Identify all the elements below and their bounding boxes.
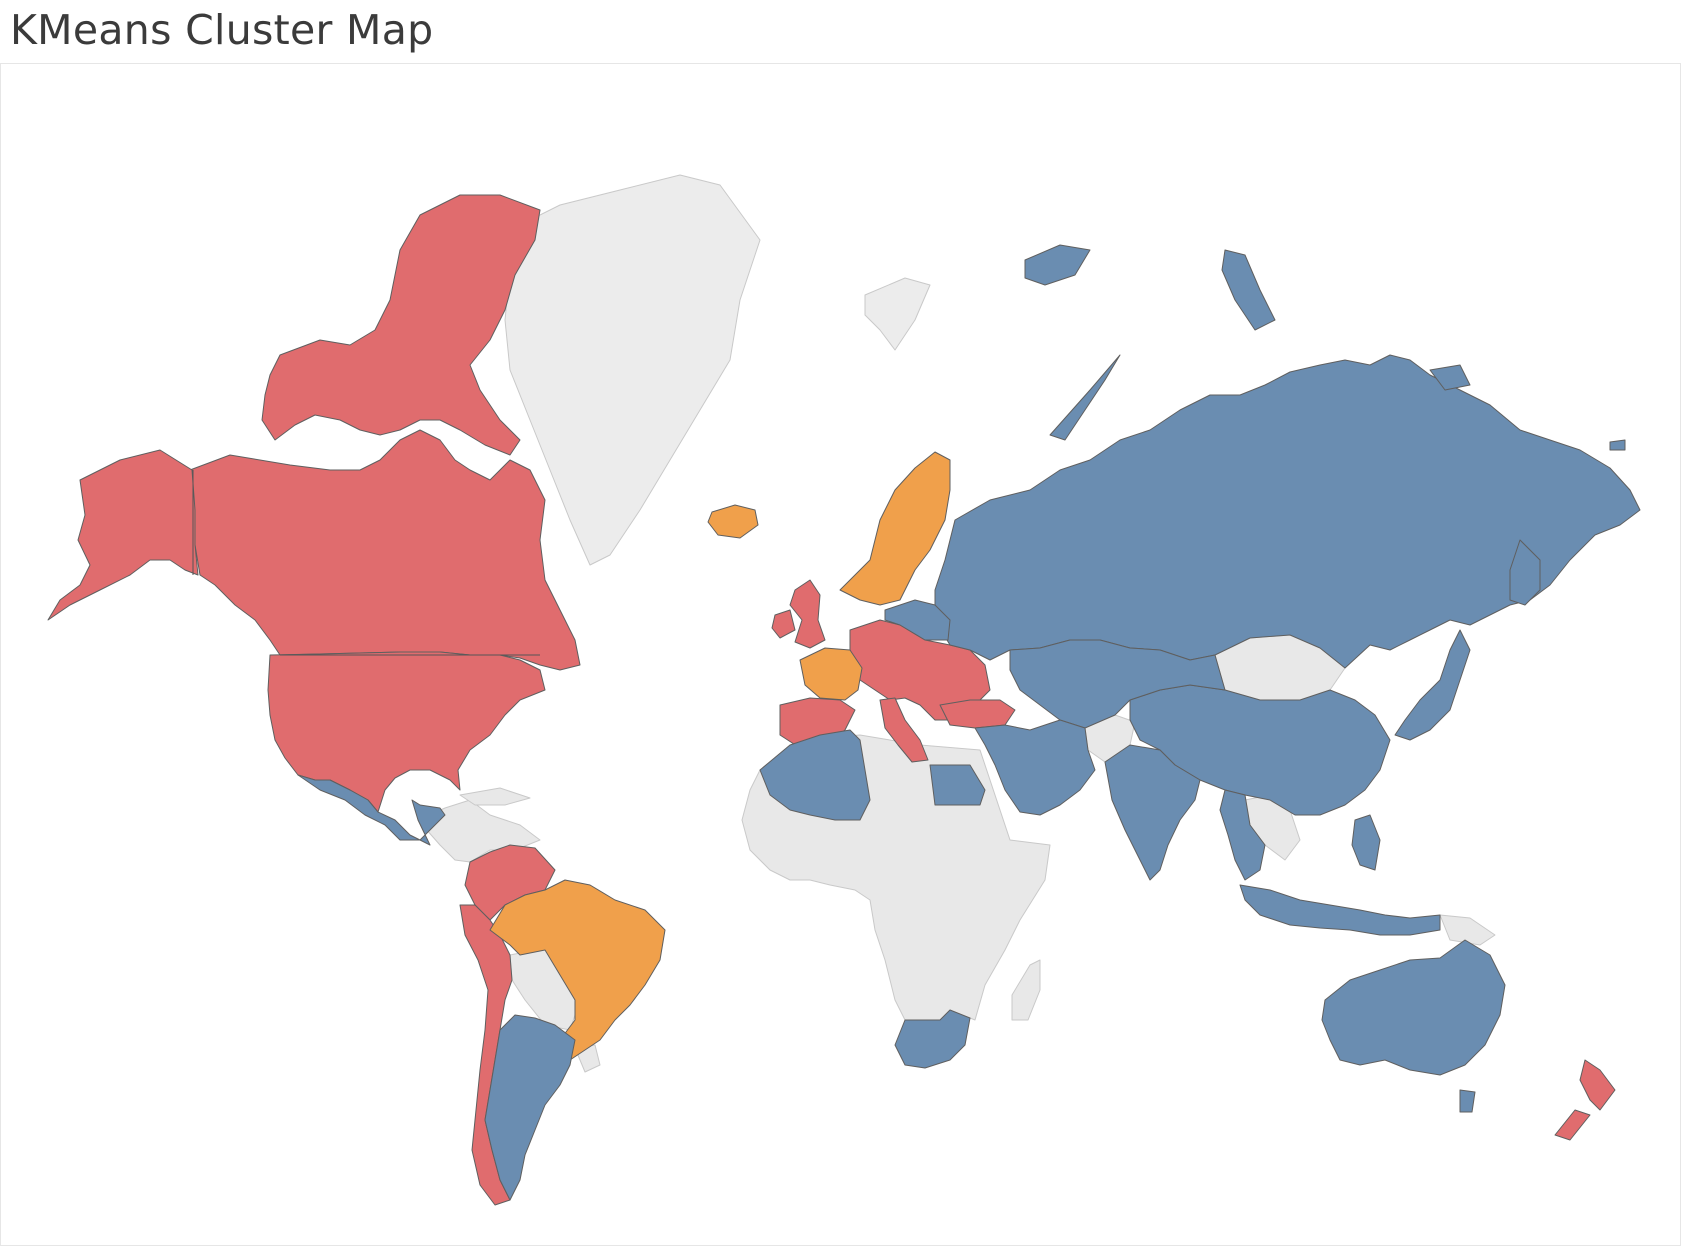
france[interactable] <box>799 647 863 701</box>
japan[interactable] <box>1394 629 1471 741</box>
cluster-red <box>47 194 1616 1206</box>
indonesia[interactable] <box>1239 884 1441 936</box>
far-east-island[interactable] <box>1609 439 1626 451</box>
new-zealand[interactable] <box>1554 1059 1616 1141</box>
alaska[interactable] <box>47 449 199 621</box>
southeast-asia[interactable] <box>1219 789 1266 881</box>
cluster-orange <box>489 451 951 1061</box>
cluster-blue <box>297 244 1641 1201</box>
mexico[interactable] <box>297 774 446 846</box>
tasmania[interactable] <box>1459 1089 1476 1113</box>
novaya-zemlya[interactable] <box>1049 354 1121 441</box>
egypt[interactable] <box>929 764 986 806</box>
india[interactable] <box>1104 744 1201 881</box>
turkey[interactable] <box>939 699 1016 729</box>
siberian-islands[interactable] <box>1221 249 1471 391</box>
italy[interactable] <box>879 697 929 763</box>
brazil[interactable] <box>489 879 666 1061</box>
madagascar[interactable] <box>1011 959 1041 1021</box>
papua[interactable] <box>1439 914 1496 946</box>
united-states[interactable] <box>267 651 546 813</box>
ireland[interactable] <box>771 609 796 639</box>
caribbean[interactable] <box>459 787 531 806</box>
scandinavia[interactable] <box>839 451 951 606</box>
kamchatka[interactable] <box>1509 539 1541 606</box>
middle-east[interactable] <box>974 719 1096 816</box>
iceland[interactable] <box>707 504 759 539</box>
svalbard[interactable] <box>864 277 931 351</box>
russia[interactable] <box>934 354 1641 669</box>
australia[interactable] <box>1321 939 1506 1076</box>
kazakhstan-central-asia[interactable] <box>1009 639 1226 729</box>
philippines[interactable] <box>1351 814 1381 871</box>
page-title: KMeans Cluster Map <box>10 6 434 54</box>
argentina[interactable] <box>484 1014 576 1201</box>
greenland[interactable] <box>504 174 761 566</box>
canada-arctic-islands[interactable] <box>261 194 541 456</box>
franz-josef-land[interactable] <box>1024 244 1091 286</box>
south-africa[interactable] <box>894 1009 971 1069</box>
poland-baltics[interactable] <box>884 599 951 641</box>
north-africa[interactable] <box>759 729 871 821</box>
canada[interactable] <box>189 429 581 671</box>
united-kingdom[interactable] <box>789 579 826 649</box>
